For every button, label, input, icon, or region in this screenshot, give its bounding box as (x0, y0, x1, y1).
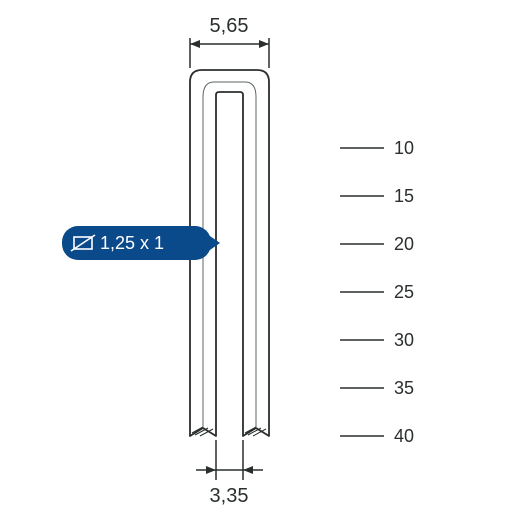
scale-label: 15 (394, 186, 414, 206)
scale-label: 30 (394, 330, 414, 350)
scale-label: 10 (394, 138, 414, 158)
top-dimension-label: 5,65 (210, 15, 249, 37)
bottom-dimension: 3,35 (196, 440, 263, 507)
top-dimension: 5,65 (190, 15, 269, 68)
scale-label: 35 (394, 378, 414, 398)
badge-text: 1,25 x 1 (100, 233, 164, 253)
scale-label: 20 (394, 234, 414, 254)
cross-section-icon (71, 235, 95, 251)
bottom-dimension-label: 3,35 (210, 485, 249, 507)
scale-label: 25 (394, 282, 414, 302)
scale-label: 40 (394, 426, 414, 446)
staple-diagram: 5,65 (0, 0, 520, 519)
diagram-container: 5,65 (0, 0, 520, 519)
length-scale: 10 15 20 25 30 35 40 (340, 138, 414, 446)
wire-size-badge: 1,25 x 1 (62, 226, 220, 260)
